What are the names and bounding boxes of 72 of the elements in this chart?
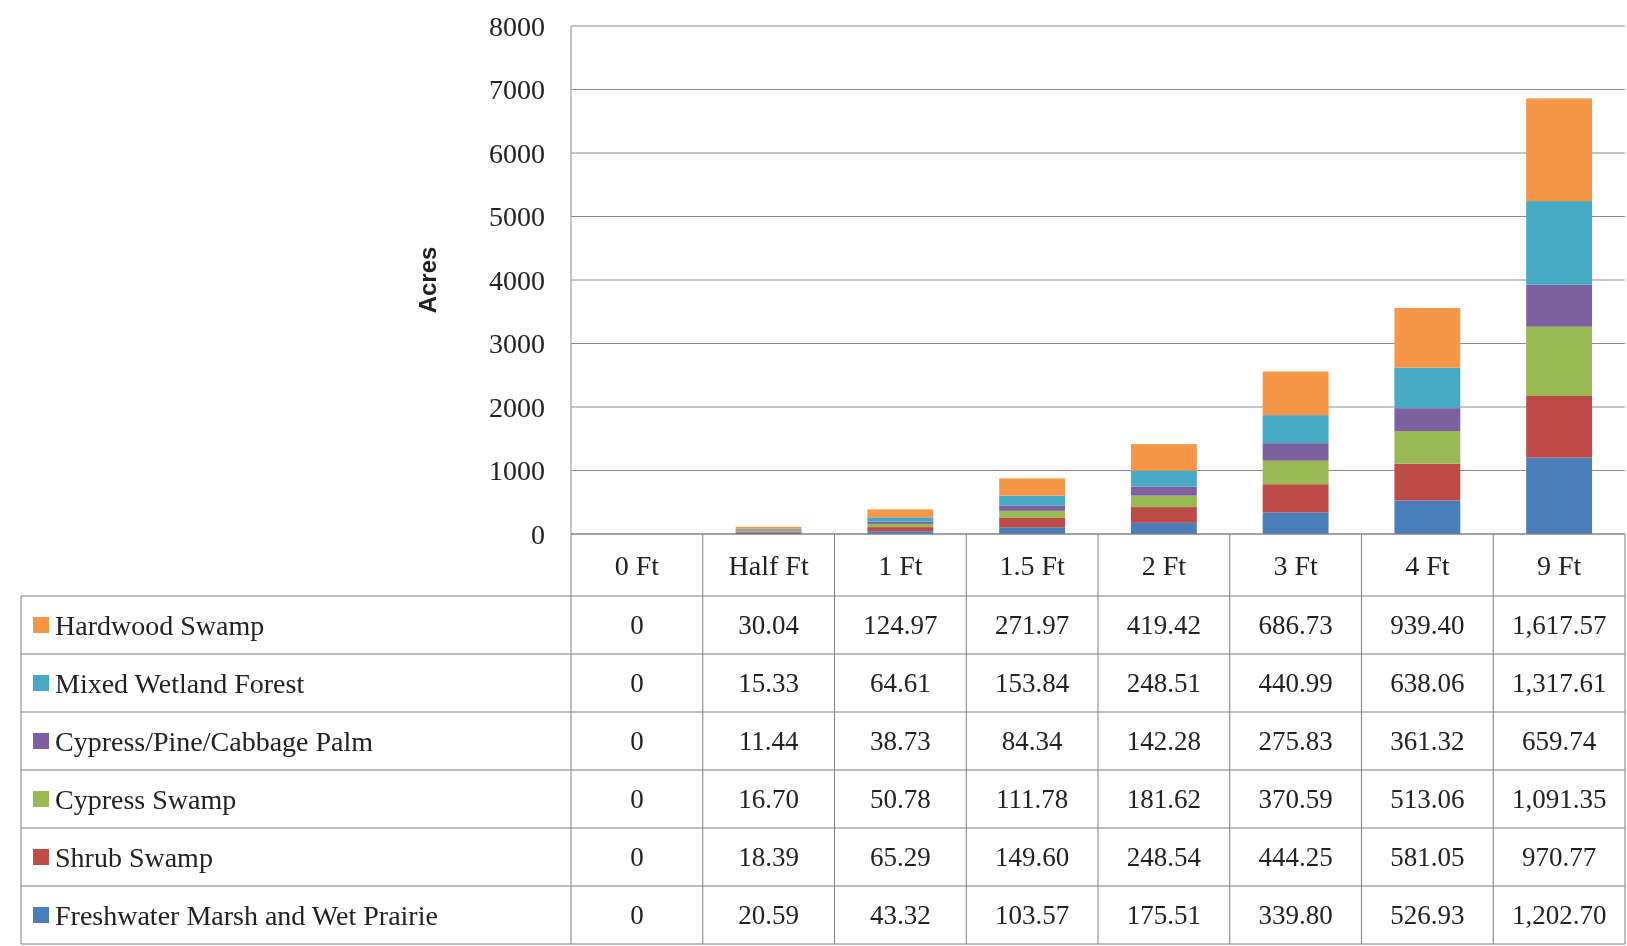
legend-label: Mixed Wetland Forest bbox=[55, 667, 305, 699]
data-label: 659.74 bbox=[1522, 726, 1597, 757]
legend-label: Hardwood Swamp bbox=[55, 609, 265, 641]
data-label: 0 bbox=[630, 610, 644, 641]
data-label: 84.34 bbox=[1001, 726, 1063, 757]
x-tick-label: Half Ft bbox=[728, 549, 809, 581]
data-label: 149.60 bbox=[995, 842, 1070, 873]
data-label: 64.61 bbox=[870, 668, 931, 699]
data-label: 142.28 bbox=[1126, 726, 1201, 757]
y-axis-title: Acres bbox=[414, 246, 441, 314]
y-tick-label: 6000 bbox=[489, 137, 545, 169]
data-label: 970.77 bbox=[1522, 842, 1597, 873]
data-label: 103.57 bbox=[995, 900, 1070, 931]
data-label: 526.93 bbox=[1390, 900, 1465, 931]
data-label: 248.54 bbox=[1126, 842, 1202, 873]
data-label: 20.59 bbox=[738, 900, 799, 931]
data-label: 275.83 bbox=[1258, 726, 1333, 757]
data-label: 1,617.57 bbox=[1511, 610, 1607, 641]
data-label: 513.06 bbox=[1390, 784, 1465, 815]
data-label: 50.78 bbox=[870, 784, 931, 815]
data-label: 361.32 bbox=[1390, 726, 1465, 757]
x-tick-label: 1.5 Ft bbox=[999, 549, 1066, 581]
x-tick-label: 1 Ft bbox=[878, 549, 923, 581]
x-tick-label: 0 Ft bbox=[614, 549, 660, 581]
data-label: 638.06 bbox=[1390, 668, 1465, 699]
legend-label: Shrub Swamp bbox=[55, 841, 213, 873]
x-tick-label: 2 Ft bbox=[1141, 549, 1187, 581]
data-label: 440.99 bbox=[1258, 668, 1333, 699]
x-tick-label: 4 Ft bbox=[1405, 549, 1450, 581]
y-tick-label: 3000 bbox=[489, 328, 545, 360]
y-tick-label: 2000 bbox=[489, 391, 545, 423]
x-tick-label: 9 Ft bbox=[1536, 549, 1582, 581]
data-label: 153.84 bbox=[995, 668, 1070, 699]
legend-label: Cypress/Pine/Cabbage Palm bbox=[55, 725, 374, 757]
x-tick-label: 3 Ft bbox=[1273, 549, 1319, 581]
data-label: 18.39 bbox=[738, 842, 799, 873]
data-label: 271.97 bbox=[995, 610, 1070, 641]
data-label: 0 bbox=[630, 842, 644, 873]
data-label: 939.40 bbox=[1390, 610, 1465, 641]
data-label: 686.73 bbox=[1258, 610, 1333, 641]
data-label: 1,202.70 bbox=[1511, 900, 1607, 931]
data-label: 0 bbox=[630, 900, 644, 931]
data-label: 0 bbox=[630, 726, 644, 757]
y-tick-label: 1000 bbox=[489, 455, 545, 487]
legend-label: Cypress Swamp bbox=[55, 783, 237, 815]
data-label: 419.42 bbox=[1126, 610, 1201, 641]
data-label: 43.32 bbox=[870, 900, 931, 931]
data-label: 38.73 bbox=[870, 726, 931, 757]
data-label: 0 bbox=[630, 784, 644, 815]
y-tick-label: 7000 bbox=[489, 74, 545, 106]
legend-label: Freshwater Marsh and Wet Prairie bbox=[55, 899, 438, 931]
data-label: 175.51 bbox=[1126, 900, 1201, 931]
data-label: 581.05 bbox=[1390, 842, 1465, 873]
data-label: 65.29 bbox=[870, 842, 931, 873]
data-label: 15.33 bbox=[738, 668, 799, 699]
data-label: 30.04 bbox=[738, 610, 800, 641]
data-label: 444.25 bbox=[1258, 842, 1333, 873]
data-label: 1,317.61 bbox=[1511, 668, 1607, 699]
data-label: 124.97 bbox=[863, 610, 938, 641]
data-label: 11.44 bbox=[738, 726, 799, 757]
data-label: 370.59 bbox=[1258, 784, 1333, 815]
data-label: 0 bbox=[630, 668, 644, 699]
y-tick-label: 0 bbox=[531, 518, 545, 550]
y-tick-label: 4000 bbox=[489, 264, 545, 296]
data-label: 248.51 bbox=[1126, 668, 1201, 699]
data-label: 111.78 bbox=[996, 784, 1069, 815]
y-tick-label: 5000 bbox=[489, 201, 545, 233]
data-label: 16.70 bbox=[738, 784, 799, 815]
data-label: 1,091.35 bbox=[1511, 784, 1607, 815]
y-tick-label: 8000 bbox=[489, 10, 545, 42]
data-label: 339.80 bbox=[1258, 900, 1333, 931]
data-label: 181.62 bbox=[1126, 784, 1201, 815]
